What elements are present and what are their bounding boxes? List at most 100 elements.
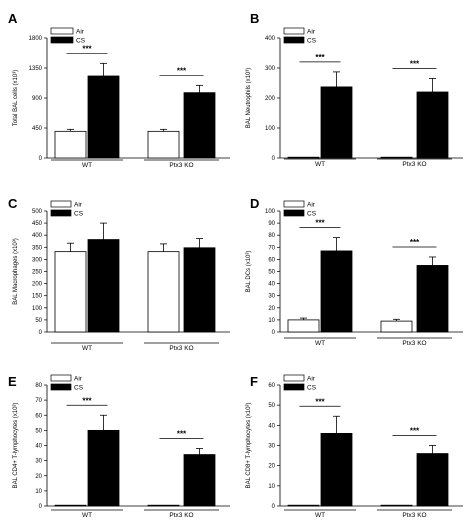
y-tick-label: 450: [32, 221, 43, 227]
panel-letter: C: [8, 196, 18, 211]
group-label: WT: [82, 345, 92, 352]
y-tick-label: 40: [268, 282, 275, 288]
bar-air-ptx3-ko: [380, 504, 413, 507]
y-tick-label: 40: [35, 444, 42, 450]
y-tick-label: 10: [35, 489, 42, 495]
legend-label-cs: CS: [307, 38, 317, 45]
group-label: WT: [315, 161, 325, 168]
panel-letter: B: [250, 11, 259, 26]
y-tick-label: 70: [35, 398, 42, 404]
y-tick-label: 30: [268, 444, 275, 450]
group-label: WT: [315, 512, 325, 519]
bar-cs-ptx3-ko: [183, 92, 216, 159]
panel-letter: D: [250, 196, 259, 211]
bar-cs-wt: [320, 86, 353, 159]
bar-cs-wt: [320, 432, 353, 507]
bar-cs-wt: [320, 250, 353, 333]
chart-panel-d: D BAL DCs (x10³) 0 10 20 30 40 50 60 70 80 90 100 WT *…: [246, 196, 463, 347]
bar-air-wt: [54, 504, 87, 507]
y-tick-label: 400: [265, 36, 276, 42]
group-label: WT: [82, 162, 92, 169]
legend-label-air: Air: [74, 202, 83, 209]
group-label: Ptx3 KO: [169, 512, 193, 519]
y-tick-label: 150: [32, 294, 43, 300]
significance-marker: ***: [315, 219, 325, 228]
chart-panel-b: B BAL Neutrophils (x10³) 0 100 200 300 400 WT **…: [246, 11, 463, 168]
legend-swatch-air: [283, 200, 305, 208]
legend-swatch-air: [50, 374, 72, 382]
significance-marker: ***: [315, 397, 325, 406]
y-tick-label: 20: [268, 306, 275, 312]
panel-letter: E: [8, 374, 17, 389]
y-tick-label: 10: [268, 318, 275, 324]
y-tick-label: 50: [35, 318, 42, 324]
group-label: Ptx3 KO: [402, 340, 426, 347]
significance-marker: ***: [177, 430, 187, 439]
legend-label-air: Air: [74, 376, 83, 383]
bar-air-wt: [54, 130, 87, 159]
y-tick-label: 0: [39, 330, 43, 336]
y-tick-label: 50: [268, 403, 275, 409]
y-axis-label: BAL Macrophages (x10³): [13, 238, 19, 304]
y-tick-label: 30: [268, 294, 275, 300]
bar-cs-ptx3-ko: [183, 454, 216, 507]
bar-air-ptx3-ko: [147, 251, 180, 333]
bar-air-ptx3-ko: [147, 130, 180, 159]
chart-panel-e: E BAL CD4+ T-lymphocytes (x10³) 0 10 20 30 40 5…: [8, 374, 230, 519]
y-tick-label: 80: [35, 383, 42, 389]
bar-air-wt: [287, 156, 320, 159]
y-axis-label: BAL DCs (x10³): [246, 251, 252, 293]
legend-label-air: Air: [76, 29, 85, 36]
bar-air-ptx3-ko: [147, 504, 180, 507]
y-tick-label: 20: [35, 474, 42, 480]
y-tick-label: 100: [32, 306, 43, 312]
y-tick-label: 50: [35, 428, 42, 434]
legend-label-cs: CS: [307, 211, 317, 218]
bar-cs-ptx3-ko: [416, 91, 449, 159]
bar-cs-wt: [87, 239, 120, 333]
y-tick-label: 300: [265, 66, 276, 72]
y-tick-label: 60: [35, 413, 42, 419]
y-tick-label: 60: [268, 383, 275, 389]
significance-marker: ***: [410, 60, 420, 69]
group-label: Ptx3 KO: [402, 161, 426, 168]
y-axis-label: BAL Neutrophils (x10³): [246, 68, 252, 128]
y-tick-label: 200: [32, 282, 43, 288]
panel-letter: F: [250, 374, 258, 389]
legend-swatch-cs: [283, 209, 305, 217]
y-axis-label: BAL CD4+ T-lymphocytes (x10³): [13, 403, 19, 489]
legend-label-air: Air: [307, 202, 316, 209]
y-tick-label: 40: [268, 423, 275, 429]
legend-swatch-cs: [50, 36, 74, 44]
y-axis-label: BAL CD8+ T-lymphocytes (x10³): [246, 403, 252, 489]
legend-label-cs: CS: [74, 385, 84, 392]
legend-swatch-cs: [50, 209, 72, 217]
bar-air-wt: [287, 504, 320, 507]
y-tick-label: 0: [272, 156, 276, 162]
group-label: WT: [82, 512, 92, 519]
chart-panel-f: F BAL CD8+ T-lymphocytes (x10³) 0 10 20 30 40 5…: [246, 374, 463, 519]
legend-label-cs: CS: [74, 211, 84, 218]
y-tick-label: 200: [265, 96, 276, 102]
bar-air-ptx3-ko: [380, 320, 413, 333]
y-tick-label: 100: [265, 126, 276, 132]
y-tick-label: 0: [272, 504, 276, 510]
significance-marker: ***: [315, 53, 325, 62]
y-tick-label: 350: [32, 245, 43, 251]
y-tick-label: 1800: [29, 36, 43, 42]
legend-label-air: Air: [307, 29, 316, 36]
y-tick-label: 10: [268, 484, 275, 490]
y-tick-label: 300: [32, 257, 43, 263]
significance-marker: ***: [410, 427, 420, 436]
bar-cs-ptx3-ko: [416, 265, 449, 333]
legend-swatch-air: [50, 200, 72, 208]
y-tick-label: 50: [268, 270, 275, 276]
y-tick-label: 500: [32, 209, 43, 215]
bar-cs-ptx3-ko: [183, 247, 216, 333]
legend-swatch-cs: [283, 383, 305, 391]
legend-swatch-air: [50, 27, 74, 35]
bar-cs-wt: [87, 75, 120, 159]
bar-air-wt: [287, 319, 320, 333]
legend-swatch-air: [283, 27, 305, 35]
